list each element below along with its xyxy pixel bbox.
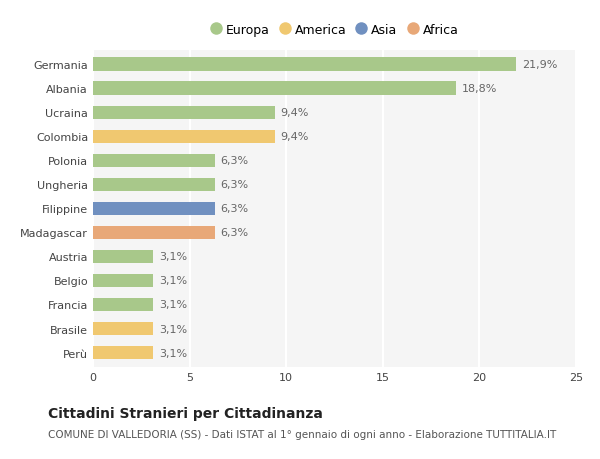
Bar (93, 58, 516, 72)
Bar (93, 250, 153, 263)
Text: 6,3%: 6,3% (221, 156, 248, 166)
Bar (93, 202, 215, 215)
Text: 3,1%: 3,1% (158, 252, 187, 262)
Bar (93, 106, 275, 119)
Text: 3,1%: 3,1% (158, 324, 187, 334)
Bar (93, 226, 215, 240)
Text: 9,4%: 9,4% (280, 132, 309, 142)
Text: COMUNE DI VALLEDORIA (SS) - Dati ISTAT al 1° gennaio di ogni anno - Elaborazione: COMUNE DI VALLEDORIA (SS) - Dati ISTAT a… (48, 429, 556, 439)
Text: 6,3%: 6,3% (221, 180, 248, 190)
Bar (93, 82, 456, 95)
Text: 6,3%: 6,3% (221, 228, 248, 238)
Bar (93, 130, 275, 144)
Bar (93, 346, 153, 359)
Bar (93, 154, 215, 168)
Legend: Europa, America, Asia, Africa: Europa, America, Asia, Africa (206, 19, 463, 42)
Bar (93, 322, 153, 336)
Text: Cittadini Stranieri per Cittadinanza: Cittadini Stranieri per Cittadinanza (48, 406, 323, 420)
Text: 3,1%: 3,1% (158, 348, 187, 358)
Bar (93, 274, 153, 287)
Text: 3,1%: 3,1% (158, 300, 187, 310)
Text: 3,1%: 3,1% (158, 276, 187, 286)
Text: 18,8%: 18,8% (462, 84, 497, 94)
Text: 21,9%: 21,9% (522, 60, 557, 70)
Bar (93, 298, 153, 311)
Text: 6,3%: 6,3% (221, 204, 248, 214)
Bar (93, 178, 215, 191)
Text: 9,4%: 9,4% (280, 108, 309, 118)
